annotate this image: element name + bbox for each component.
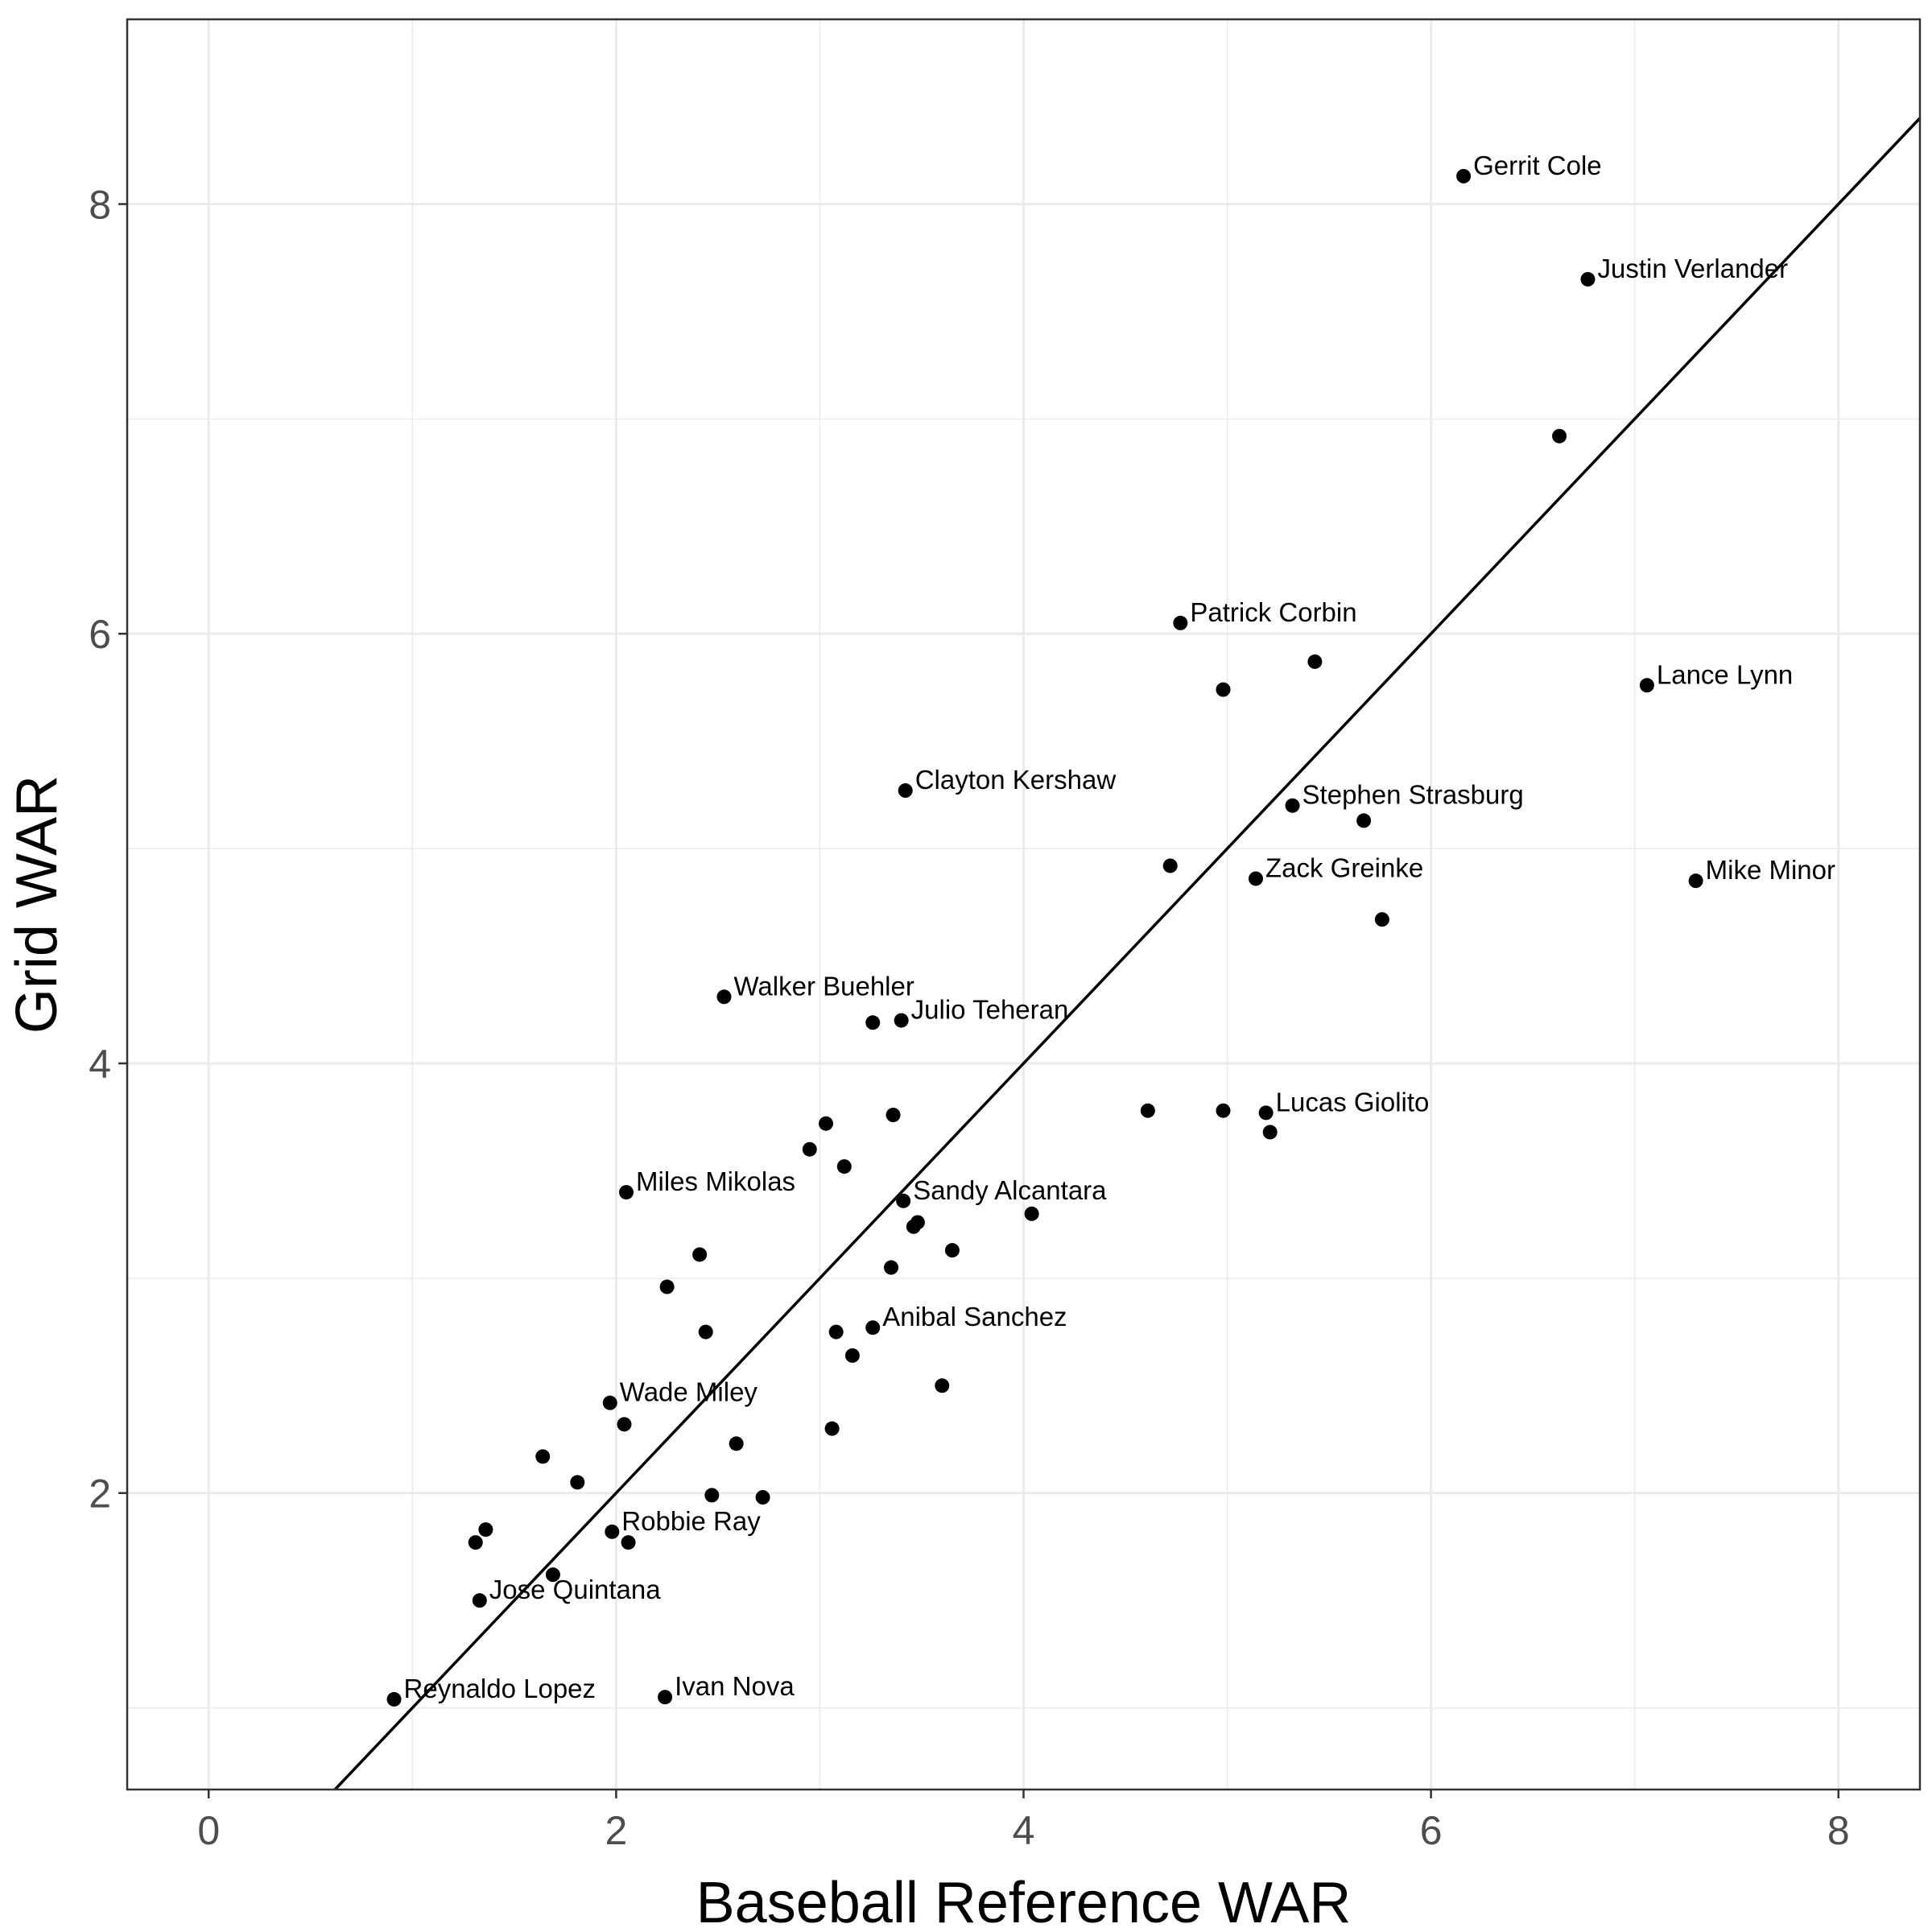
data-point <box>602 1395 617 1410</box>
data-point <box>824 1421 840 1436</box>
x-tick-label: 6 <box>1420 1808 1443 1853</box>
point-label: Walker Buehler <box>733 971 914 1001</box>
data-point <box>468 1535 483 1550</box>
data-point <box>1216 1103 1231 1118</box>
axis-ticks: 0 2 4 6 8 2 4 6 8 <box>89 183 1849 1853</box>
point-labels-layer: Gerrit Cole Justin Verlander Patrick Corbi… <box>404 151 1835 1703</box>
x-tick-label: 8 <box>1827 1808 1850 1853</box>
data-point <box>1258 1105 1274 1121</box>
data-point <box>570 1475 585 1490</box>
data-point <box>894 1013 909 1028</box>
data-point <box>1356 813 1372 828</box>
data-point <box>621 1535 636 1550</box>
reference-line-layer <box>333 117 1922 1791</box>
point-label: Zack Greinke <box>1265 852 1423 882</box>
data-point <box>944 1243 960 1258</box>
point-label: Reynaldo Lopez <box>404 1674 597 1703</box>
point-label: Stephen Strasburg <box>1302 780 1524 810</box>
data-point <box>1688 873 1703 889</box>
point-label: Wade Miley <box>620 1377 758 1407</box>
data-point <box>935 1378 950 1393</box>
data-point <box>698 1324 713 1340</box>
point-label: Clayton Kershaw <box>915 765 1117 795</box>
x-tick-label: 4 <box>1013 1808 1035 1853</box>
data-point <box>704 1488 720 1503</box>
y-tick-label: 8 <box>89 183 111 228</box>
data-point <box>886 1108 901 1123</box>
data-point <box>1285 798 1300 813</box>
data-point <box>617 1417 632 1432</box>
data-point <box>898 783 913 799</box>
y-tick-label: 4 <box>89 1042 111 1087</box>
y-axis-title: Grid WAR <box>5 775 69 1034</box>
point-label: Gerrit Cole <box>1473 151 1602 180</box>
data-point <box>386 1691 402 1707</box>
data-point <box>755 1490 770 1505</box>
data-point <box>865 1320 881 1335</box>
point-label: Justin Verlander <box>1597 254 1788 283</box>
data-point <box>1374 912 1389 927</box>
data-point <box>1639 678 1654 693</box>
data-point <box>1307 654 1323 669</box>
data-point <box>1140 1103 1155 1118</box>
data-point <box>1173 615 1188 630</box>
data-point <box>1162 858 1178 873</box>
point-label: Robbie Ray <box>621 1506 761 1536</box>
point-label: Jose Quintana <box>489 1575 661 1604</box>
data-point <box>1024 1206 1039 1221</box>
data-point <box>1456 168 1472 184</box>
x-axis-title: Baseball Reference WAR <box>696 1871 1352 1932</box>
data-point <box>828 1324 844 1340</box>
grid-lines <box>127 19 1920 1790</box>
point-label: Lance Lynn <box>1657 659 1793 689</box>
x-tick-label: 0 <box>197 1808 220 1853</box>
data-point <box>1552 428 1567 444</box>
data-point <box>659 1279 675 1294</box>
point-label: Patrick Corbin <box>1190 597 1356 627</box>
point-label: Julio Teheran <box>911 995 1069 1025</box>
point-label: Mike Minor <box>1706 855 1835 885</box>
data-point <box>1580 271 1596 287</box>
data-point <box>836 1159 852 1174</box>
data-point <box>535 1449 551 1464</box>
points-layer <box>386 168 1703 1707</box>
data-point <box>692 1247 708 1262</box>
point-label: Anibal Sanchez <box>882 1302 1067 1331</box>
data-point <box>1248 871 1263 886</box>
x-tick-label: 2 <box>605 1808 627 1853</box>
data-point <box>802 1141 817 1157</box>
point-label: Ivan Nova <box>675 1671 795 1701</box>
data-point <box>729 1436 744 1451</box>
data-point <box>819 1116 834 1131</box>
data-point <box>1262 1125 1278 1140</box>
data-point <box>1216 682 1231 697</box>
data-point <box>906 1219 921 1234</box>
point-label: Miles Mikolas <box>636 1166 795 1196</box>
point-label: Sandy Alcantara <box>913 1175 1107 1205</box>
data-point <box>884 1260 899 1275</box>
data-point <box>865 1015 881 1030</box>
y-tick-label: 6 <box>89 612 111 657</box>
data-point <box>605 1524 620 1539</box>
data-point <box>716 989 732 1005</box>
data-point <box>619 1185 634 1200</box>
y-tick-label: 2 <box>89 1472 111 1517</box>
point-label: Lucas Giolito <box>1276 1087 1430 1117</box>
data-point <box>896 1193 911 1208</box>
data-point <box>844 1348 860 1363</box>
data-point <box>478 1522 493 1538</box>
data-point <box>545 1567 560 1583</box>
reference-line <box>333 117 1922 1791</box>
data-point <box>658 1690 673 1705</box>
data-point <box>472 1593 487 1608</box>
